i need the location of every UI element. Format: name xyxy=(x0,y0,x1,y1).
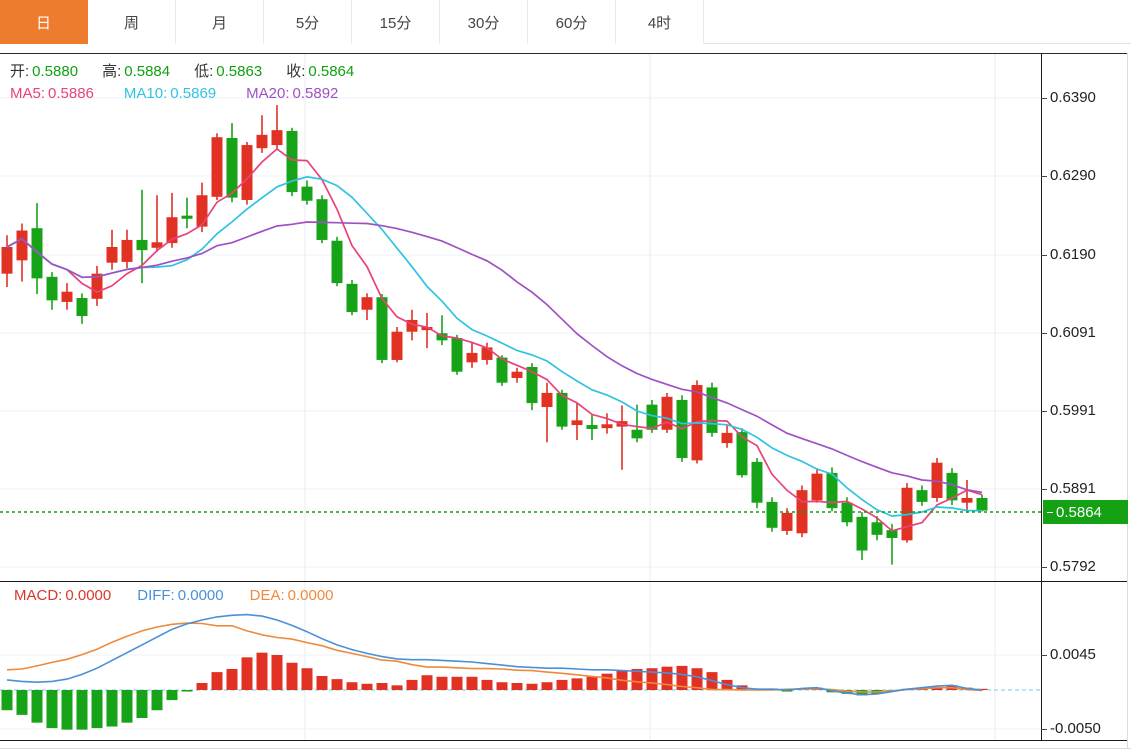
panel-divider xyxy=(0,581,1128,582)
current-price-badge: 0.5864 xyxy=(1043,500,1128,524)
open-value: 开: 0.5880 xyxy=(10,63,79,80)
tab-5min[interactable]: 5分 xyxy=(264,0,352,44)
tab-30min[interactable]: 30分 xyxy=(440,0,528,44)
page-bottom-rule xyxy=(0,748,1131,749)
tab-day[interactable]: 日 xyxy=(0,0,88,44)
tab-label: 5分 xyxy=(295,14,320,32)
tab-week[interactable]: 周 xyxy=(88,0,176,44)
tab-label: 月 xyxy=(211,14,227,32)
axis-tick xyxy=(1041,655,1047,656)
price-axis-label: 0.6290 xyxy=(1050,167,1096,184)
high-value: 高: 0.5884 xyxy=(102,63,171,80)
tab-label: 15分 xyxy=(379,14,412,32)
axis-tick xyxy=(1041,567,1047,568)
tab-4hour[interactable]: 4时 xyxy=(616,0,704,44)
axis-tick xyxy=(1041,411,1047,412)
low-value: 低: 0.5863 xyxy=(194,63,263,80)
dea-value: DEA: 0.0000 xyxy=(249,587,334,604)
tab-label: 30分 xyxy=(467,14,500,32)
right-edge-rule xyxy=(1127,53,1128,749)
price-axis-label: 0.6190 xyxy=(1050,246,1096,263)
tab-60min[interactable]: 60分 xyxy=(528,0,616,44)
ma20-value: MA20: 0.5892 xyxy=(246,85,339,102)
close-value: 收: 0.5864 xyxy=(286,63,355,80)
tab-label: 周 xyxy=(123,14,139,32)
axis-tick xyxy=(1041,98,1047,99)
price-axis-label: 0.6390 xyxy=(1050,89,1096,106)
axis-tick xyxy=(1041,729,1047,730)
ma-legend: MA5: 0.5886 MA10: 0.5869 MA20: 0.5892 xyxy=(10,85,338,102)
chart-bottom-border xyxy=(0,740,1128,741)
ohlc-legend: 开: 0.5880 高: 0.5884 低: 0.5863 收: 0.5864 xyxy=(10,60,354,81)
axis-tick xyxy=(1041,333,1047,334)
tab-label: 日 xyxy=(35,14,51,32)
axis-tick xyxy=(1041,255,1047,256)
current-price-value: 0.5864 xyxy=(1056,503,1102,521)
tab-label: 4时 xyxy=(647,14,672,32)
price-axis-label: 0.0045 xyxy=(1050,646,1096,663)
price-axis-label: 0.5991 xyxy=(1050,402,1096,419)
timeframe-tabbar: 日 周 月 5分 15分 30分 60分 4时 xyxy=(0,0,1131,44)
price-axis-label: 0.5792 xyxy=(1050,558,1096,575)
chart-top-border xyxy=(0,53,1128,54)
tab-15min[interactable]: 15分 xyxy=(352,0,440,44)
ma5-value: MA5: 0.5886 xyxy=(10,85,94,102)
axis-tick xyxy=(1041,489,1047,490)
price-axis-label: -0.0050 xyxy=(1050,720,1101,737)
price-axis-label: 0.6091 xyxy=(1050,324,1096,341)
price-axis-label: 0.5891 xyxy=(1050,480,1096,497)
macd-value: MACD: 0.0000 xyxy=(14,587,112,604)
diff-value: DIFF: 0.0000 xyxy=(137,587,224,604)
tab-month[interactable]: 月 xyxy=(176,0,264,44)
axis-tick xyxy=(1041,176,1047,177)
macd-legend: MACD: 0.0000 DIFF: 0.0000 DEA: 0.0000 xyxy=(14,587,334,604)
price-axis-line xyxy=(1041,53,1042,741)
tab-label: 60分 xyxy=(555,14,588,32)
ma10-value: MA10: 0.5869 xyxy=(123,85,217,102)
tick-dash xyxy=(1047,511,1053,513)
